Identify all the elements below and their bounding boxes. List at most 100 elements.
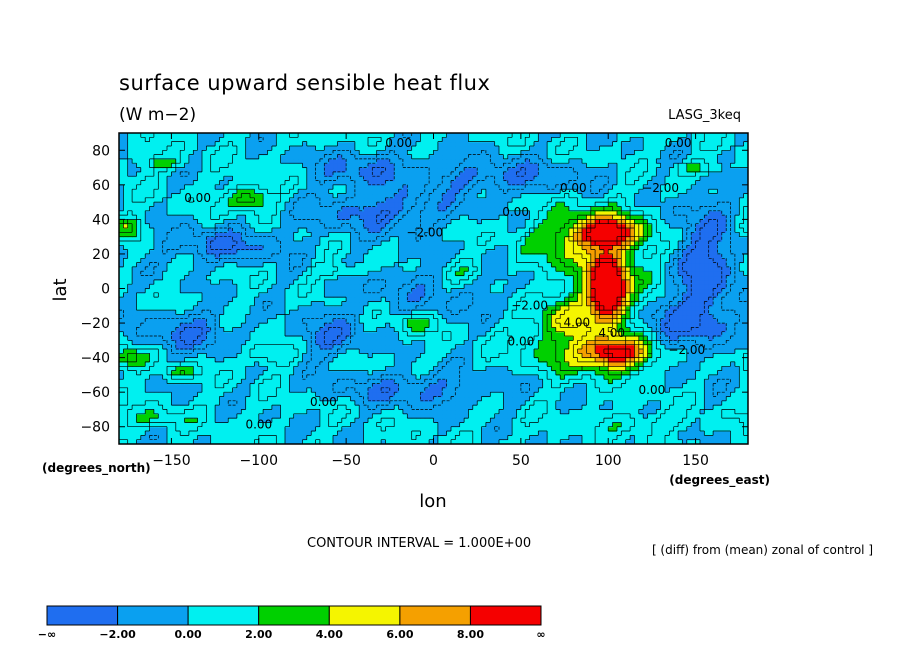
heatmap-cell	[599, 383, 605, 389]
heatmap-cell	[333, 366, 338, 372]
heatmap-cell	[416, 314, 421, 320]
heatmap-cell	[621, 379, 627, 385]
heatmap-cell	[346, 331, 352, 337]
heatmap-cell	[437, 431, 443, 436]
heatmap-cell	[429, 426, 435, 432]
heatmap-cell	[280, 357, 286, 363]
heatmap-cell	[520, 305, 526, 311]
heatmap-cell	[699, 374, 705, 380]
heatmap-cell	[494, 396, 500, 402]
heatmap-cell	[140, 340, 146, 346]
heatmap-cell	[643, 431, 649, 436]
heatmap-cell	[730, 318, 736, 324]
heatmap-cell	[533, 331, 539, 337]
heatmap-cell	[123, 405, 129, 411]
heatmap-cell	[263, 370, 269, 376]
heatmap-cell	[542, 305, 548, 311]
heatmap-cell	[669, 383, 675, 389]
heatmap-cell	[319, 344, 325, 350]
heatmap-cell	[136, 318, 142, 324]
heatmap-cell	[188, 323, 194, 328]
heatmap-cell	[533, 314, 539, 320]
heatmap-cell	[149, 318, 155, 324]
heatmap-cell	[512, 409, 518, 415]
heatmap-cell	[564, 314, 570, 320]
heatmap-cell	[590, 431, 596, 436]
heatmap-cell	[660, 435, 666, 441]
heatmap-cell	[289, 422, 295, 428]
heatmap-cell	[171, 301, 177, 307]
heatmap-cell	[132, 387, 138, 393]
heatmap-cell	[328, 431, 334, 436]
heatmap-cell	[302, 301, 308, 307]
heatmap-cell	[149, 310, 155, 316]
heatmap-cell	[691, 361, 697, 367]
heatmap-cell	[236, 297, 242, 303]
heatmap-cell	[250, 292, 256, 298]
heatmap-cell	[673, 353, 679, 359]
heatmap-cell	[424, 297, 430, 303]
heatmap-cell	[250, 383, 256, 389]
heatmap-cell	[311, 357, 317, 363]
heatmap-cell	[446, 396, 452, 402]
heatmap-cell	[132, 409, 138, 415]
heatmap-cell	[132, 344, 138, 350]
heatmap-cell	[315, 405, 321, 411]
heatmap-cell	[734, 387, 740, 393]
heatmap-cell	[328, 353, 334, 359]
heatmap-cell	[328, 422, 334, 428]
heatmap-cell	[555, 310, 561, 316]
heatmap-cell	[385, 336, 391, 341]
heatmap-cell	[394, 297, 400, 303]
heatmap-cell	[284, 383, 290, 389]
heatmap-cell	[464, 348, 470, 354]
heatmap-cell	[276, 353, 282, 359]
heatmap-cell	[319, 310, 325, 316]
heatmap-cell	[485, 344, 491, 350]
heatmap-cell	[367, 396, 373, 402]
heatmap-cell	[267, 323, 273, 328]
heatmap-cell	[389, 361, 395, 367]
heatmap-cell	[407, 413, 413, 419]
heatmap-cell	[407, 400, 413, 406]
heatmap-cell	[402, 418, 408, 423]
heatmap-cell	[328, 379, 334, 385]
heatmap-cell	[250, 392, 256, 398]
heatmap-cell	[319, 379, 325, 385]
heatmap-cell	[389, 353, 395, 359]
heatmap-cell	[455, 361, 461, 367]
heatmap-cell	[311, 301, 317, 307]
heatmap-cell	[293, 413, 299, 419]
heatmap-cell	[616, 439, 622, 444]
heatmap-cell	[560, 310, 566, 316]
heatmap-cell	[145, 413, 151, 419]
heatmap-cell	[350, 331, 356, 337]
heatmap-cell	[612, 392, 618, 398]
heatmap-cell	[568, 318, 574, 324]
heatmap-cell	[416, 435, 421, 441]
heatmap-cell	[542, 292, 548, 298]
heatmap-cell	[136, 331, 142, 337]
heatmap-cell	[490, 353, 496, 359]
heatmap-cell	[547, 318, 553, 324]
heatmap-cell	[499, 422, 504, 428]
heatmap-cell	[560, 361, 566, 367]
heatmap-cell	[630, 305, 636, 311]
heatmap-cell	[551, 297, 557, 303]
heatmap-cell	[529, 318, 535, 324]
heatmap-cell	[381, 340, 387, 346]
heatmap-cell	[678, 418, 684, 423]
heatmap-cell	[651, 336, 657, 341]
heatmap-cell	[621, 301, 627, 307]
heatmap-cell	[210, 348, 216, 354]
heatmap-cell	[328, 426, 334, 432]
heatmap-cell	[158, 387, 164, 393]
heatmap-cell	[682, 392, 688, 398]
heatmap-cell	[289, 323, 295, 328]
heatmap-cell	[306, 387, 312, 393]
heatmap-cell	[651, 374, 657, 380]
heatmap-cell	[206, 336, 212, 341]
heatmap-cell	[359, 374, 365, 380]
heatmap-cell	[512, 422, 518, 428]
heatmap-cell	[512, 431, 518, 436]
